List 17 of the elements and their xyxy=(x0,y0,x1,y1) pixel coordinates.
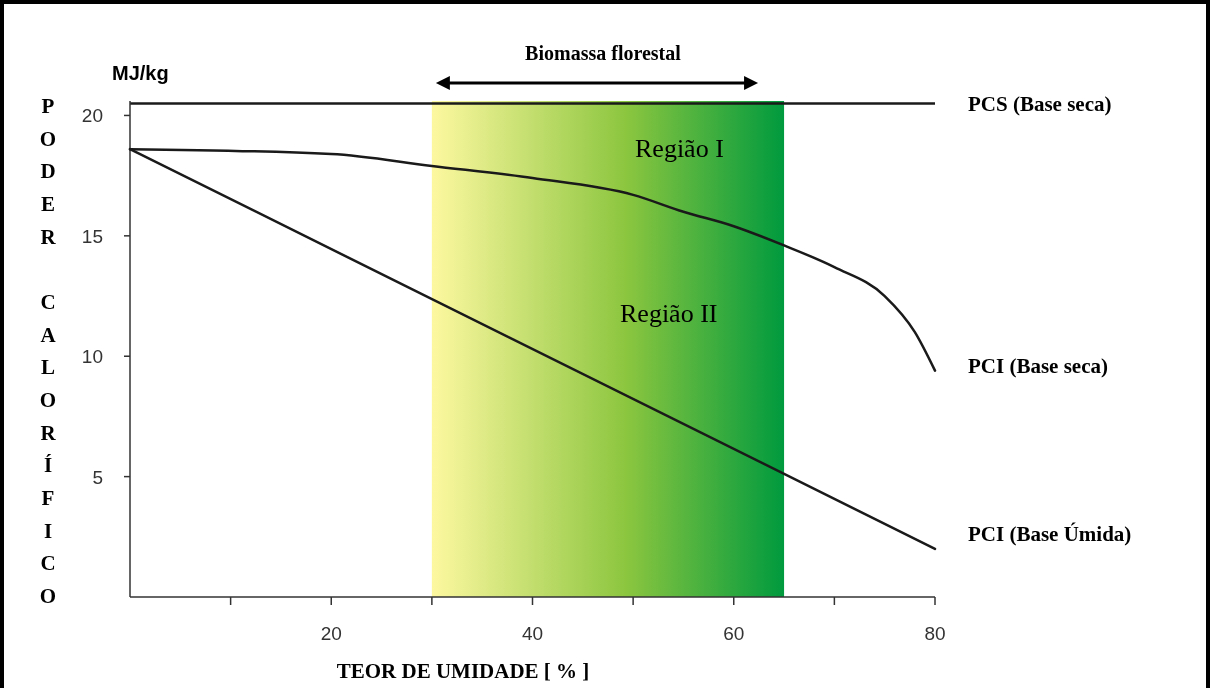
band-label: Biomassa florestal xyxy=(525,42,682,64)
series-label: PCI (Base seca) xyxy=(968,353,1108,378)
y-tick-label: 5 xyxy=(92,466,103,488)
y-tick-label: 10 xyxy=(81,346,103,368)
annotation: Região II xyxy=(620,299,718,328)
x-tick-label: 40 xyxy=(521,623,544,644)
x-tick-label: 60 xyxy=(723,623,745,644)
x-tick-label: 20 xyxy=(320,623,342,644)
x-axis-title: TEOR DE UMIDADE [ % ] xyxy=(336,659,590,683)
y-tick-label: 20 xyxy=(81,105,103,127)
text: PODER CALORÍFICO xyxy=(39,94,57,608)
text: MJ/kg xyxy=(112,62,169,84)
y-tick-label: 15 xyxy=(81,225,103,247)
ref-line-label: PCS (Base seca) xyxy=(968,92,1112,117)
series-label: PCI (Base Úmida) xyxy=(968,521,1132,546)
annotation: Região I xyxy=(635,134,724,163)
x-tick-label: 80 xyxy=(924,623,946,644)
